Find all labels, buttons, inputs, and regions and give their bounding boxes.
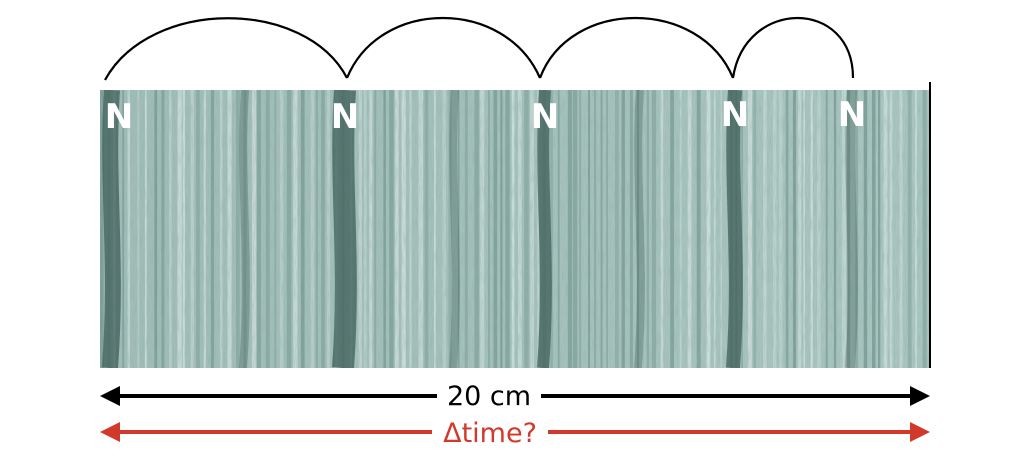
growth-arcs	[104, 16, 855, 81]
marker-n-2: N	[331, 97, 359, 137]
rock-slab	[100, 90, 930, 368]
time-arrow: Δtime?	[100, 418, 930, 449]
dark-seams	[102, 90, 858, 368]
arc-1	[104, 17, 348, 81]
measure-label: 20 cm	[447, 381, 531, 412]
marker-n-3: N	[531, 97, 559, 137]
measure-arrow: 20 cm	[100, 381, 930, 412]
arc-2	[345, 16, 542, 79]
markers: N N N N N	[105, 95, 866, 137]
marker-n-4: N	[721, 95, 749, 135]
time-label: Δtime?	[443, 418, 537, 449]
marker-n-5: N	[838, 95, 866, 135]
arc-3	[538, 16, 735, 79]
arc-4	[731, 17, 855, 79]
marker-n-1: N	[105, 97, 133, 137]
